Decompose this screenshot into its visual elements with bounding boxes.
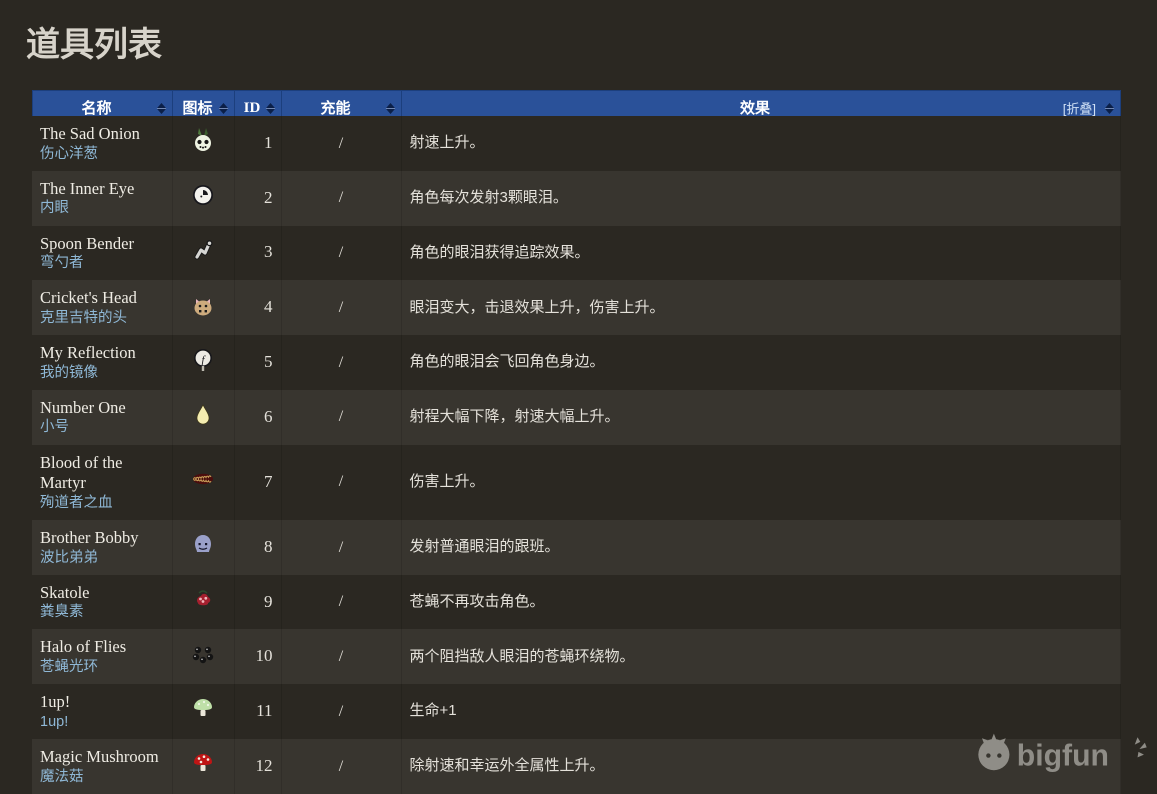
svg-text:bigfun: bigfun — [1017, 740, 1109, 773]
